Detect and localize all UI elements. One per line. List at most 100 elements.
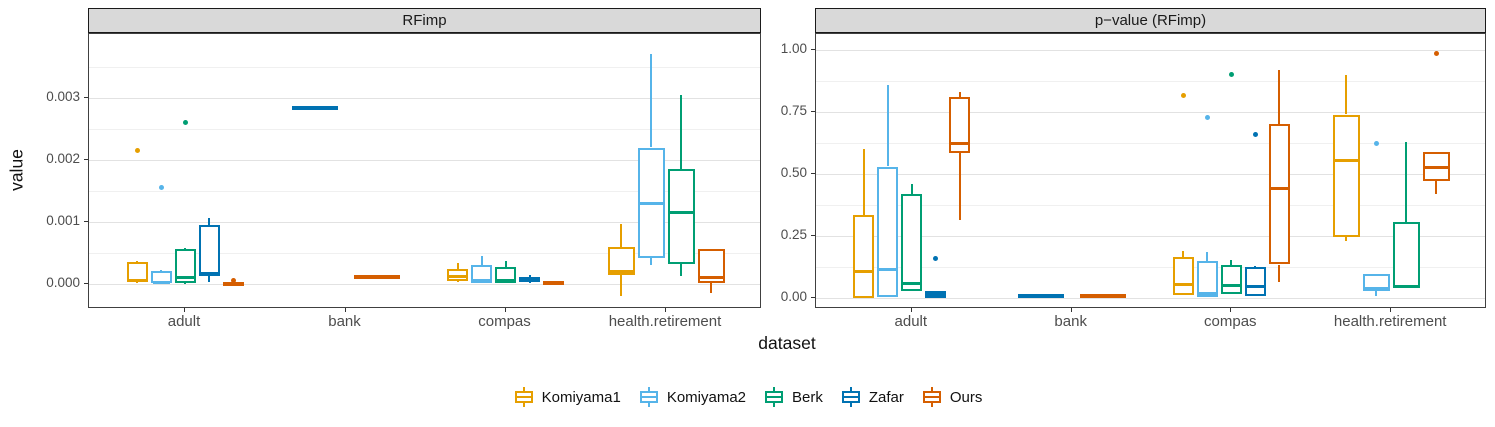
y-tick-mark [811,235,815,236]
boxplot-whisker-upper [1230,259,1233,265]
boxplot-whisker-upper [1182,250,1185,258]
boxplot-whisker-lower [1278,264,1281,282]
x-tick-mark [665,308,666,312]
legend-key-boxplot-icon [841,387,860,407]
boxplot-box [853,214,875,298]
boxplot-box [1332,114,1360,238]
boxplot-whisker-upper [160,270,162,271]
x-tick-mark [1230,308,1232,312]
outlier-point [1228,72,1234,78]
gridline-major [816,236,1485,237]
facet-title-pvalue: p−value (RFimp) [1094,12,1207,29]
x-tick-mark [184,308,185,312]
legend: Komiyama1 Komiyama2 Berk Zafar Ours [0,381,1495,413]
boxplot-median [128,278,146,282]
y-tick-mark [84,96,88,98]
gridline-major [89,222,760,223]
y-tick-label: 0.000 [46,275,80,290]
boxplot-box [901,193,923,292]
gridline-minor [816,143,1485,144]
legend-key-boxplot-icon [514,387,533,407]
boxplot-whisker-lower [1345,237,1348,241]
boxplot-median [609,269,633,273]
boxplot-whisker-upper [1278,69,1281,125]
legend-item-label: Komiyama1 [541,388,621,406]
x-tick-mark [504,308,506,312]
boxplot-box [949,96,971,154]
outlier-point [182,120,188,126]
boxplot-median [1222,284,1240,288]
gridline-minor [89,190,760,192]
boxplot-median [200,272,218,275]
boxplot-median [951,141,969,145]
boxplot-whisker-upper [862,149,865,215]
gridline-minor [816,205,1485,206]
boxplot-whisker-upper [1206,252,1209,261]
facet-title-rfimp: RFimp [402,12,447,29]
boxplot-box [1392,222,1420,288]
x-tick-label: health.retirement [608,313,722,330]
y-tick-mark [811,111,815,112]
boxplot-box [353,275,400,280]
legend-item-komiyama2: Komiyama2 [638,385,746,409]
gridline-minor [89,128,760,130]
gridline-minor [816,267,1485,268]
outlier-point [158,185,164,191]
boxplot-median [473,279,490,283]
outlier-point [1180,93,1186,99]
y-tick-mark [811,173,815,174]
boxplot-box [1172,257,1194,295]
boxplot-whisker-upper [184,248,186,250]
outlier-point [933,255,939,261]
boxplot-median [176,276,194,280]
boxplot-median [1270,187,1288,191]
legend-item-label: Ours [949,388,983,406]
boxplot-whisker-lower [456,280,459,283]
boxplot-whisker-upper [1254,265,1257,267]
x-tick-label: adult [894,313,928,330]
boxplot-whisker-upper [910,183,913,194]
boxplot-box [877,166,899,298]
outlier-point [1373,140,1379,146]
gridline-major [816,50,1485,51]
boxplot-box [543,281,564,286]
boxplot-whisker-lower [528,282,531,283]
gridline-major [816,174,1485,175]
boxplot-median [449,274,466,278]
boxplot-whisker-lower [1375,291,1378,296]
y-tick-label: 0.002 [46,150,80,166]
x-tick-label: health.retirement [1333,313,1447,330]
legend-key-boxplot-icon [765,387,784,407]
boxplot-whisker-lower [184,283,186,284]
boxplot-whisker-upper [650,54,652,148]
boxplot-whisker-lower [1435,180,1438,194]
y-tick-label: 0.003 [46,88,80,104]
boxplot-whisker-upper [958,92,961,97]
y-tick-mark [811,49,815,50]
boxplot-median [927,292,945,296]
boxplot-box [1017,294,1064,298]
boxplot-box [1268,124,1290,265]
x-tick-label: bank [1054,313,1087,330]
gridline-major [89,159,760,161]
x-tick-mark [344,308,346,312]
legend-item-label: Komiyama2 [666,388,747,406]
legend-key-boxplot-icon [639,387,658,407]
boxplot-median [152,280,170,284]
boxplot-box [198,225,220,276]
legend-item-label: Zafar [868,388,904,406]
boxplot-whisker-upper [680,94,682,170]
gridline-major [816,112,1485,113]
boxplot-box [1079,294,1126,298]
legend-key-boxplot-icon [922,387,941,407]
boxplot-whisker-upper [1405,141,1408,223]
facet-panel-rfimp [88,33,761,308]
boxplot-whisker-lower [680,263,682,276]
facet-panel-pvalue [815,33,1486,308]
boxplot-whisker-lower [650,258,652,266]
outlier-point [230,277,236,283]
boxplot-box [471,265,492,284]
gridline-major [816,298,1485,299]
boxplot-whisker-upper [456,262,459,270]
